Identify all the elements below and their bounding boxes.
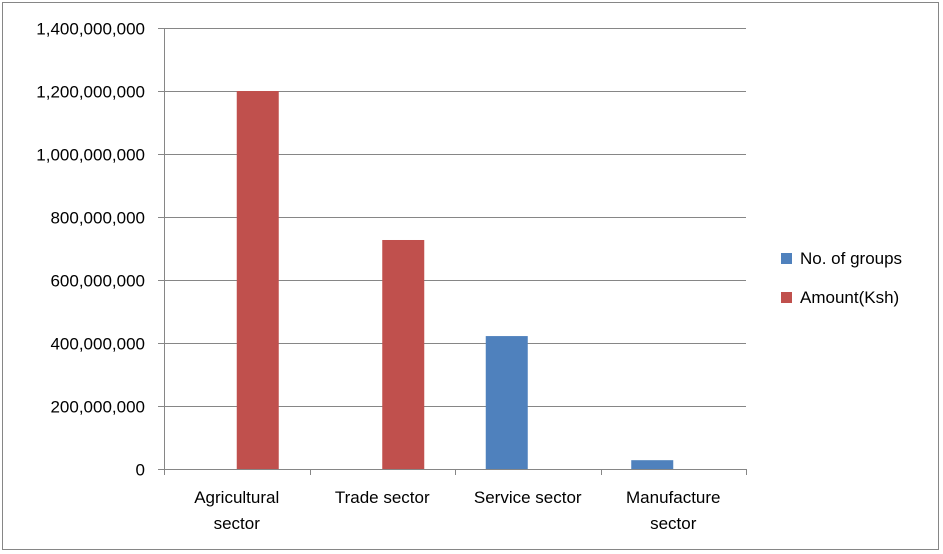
bar: [485, 336, 528, 469]
x-category-label: Service sector: [474, 488, 582, 507]
y-tick-label: 600,000,000: [50, 272, 145, 291]
x-category-label: sector: [650, 514, 697, 533]
bar: [631, 460, 674, 469]
x-category-label: Trade sector: [335, 488, 430, 507]
legend-swatch: [781, 292, 792, 303]
y-tick-label: 1,000,000,000: [36, 146, 145, 165]
legend-label: Amount(Ksh): [800, 288, 899, 307]
y-tick-label: 1,400,000,000: [36, 20, 145, 39]
legend-swatch: [781, 253, 792, 264]
x-category-label: Manufacture: [626, 488, 721, 507]
y-tick-label: 400,000,000: [50, 335, 145, 354]
bar: [236, 91, 279, 469]
x-category-label: Agricultural: [194, 488, 279, 507]
y-tick-label: 200,000,000: [50, 398, 145, 417]
legend-label: No. of groups: [800, 249, 902, 268]
y-tick-label: 800,000,000: [50, 209, 145, 228]
y-tick-label: 0: [136, 461, 145, 480]
x-category-label: sector: [214, 514, 261, 533]
y-tick-label: 1,200,000,000: [36, 83, 145, 102]
bar: [382, 239, 425, 469]
